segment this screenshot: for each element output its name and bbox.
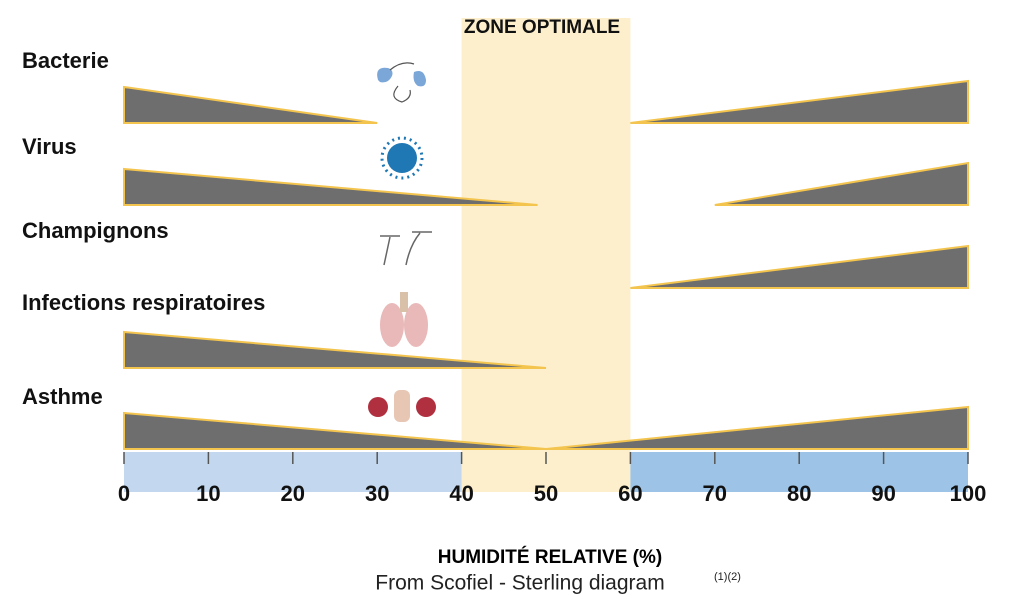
x-tick-label: 70 <box>703 481 727 506</box>
x-tick-label: 60 <box>618 481 642 506</box>
row-label: Virus <box>22 134 77 159</box>
x-tick-label: 80 <box>787 481 811 506</box>
icon-asthma <box>368 390 436 422</box>
x-tick-label: 50 <box>534 481 558 506</box>
row-label: Bacterie <box>22 48 109 73</box>
wedge-left <box>123 330 547 369</box>
x-tick-label: 100 <box>950 481 987 506</box>
source: From Scofiel - Sterling diagram <box>375 572 664 595</box>
x-tick-label: 20 <box>281 481 305 506</box>
wedge-right <box>630 244 969 289</box>
icon-bacteria <box>377 62 426 103</box>
x-tick-label: 40 <box>449 481 473 506</box>
wedge-left <box>123 167 538 206</box>
x-tick-label: 10 <box>196 481 220 506</box>
row-label: Champignons <box>22 218 169 243</box>
wedge-right <box>714 161 969 206</box>
row-label: Asthme <box>22 384 103 409</box>
optimal-zone <box>461 18 631 492</box>
wedge-left <box>123 85 378 124</box>
x-tick-label: 30 <box>365 481 389 506</box>
x-tick-label: 90 <box>871 481 895 506</box>
zone-label: ZONE OPTIMALE <box>464 17 620 38</box>
row-label: Infections respiratoires <box>22 290 265 315</box>
source-note: (1)(2) <box>714 571 741 583</box>
wedge-right <box>545 405 969 450</box>
wedge-right <box>630 79 969 124</box>
icon-fungi <box>380 231 432 266</box>
x-tick-label: 0 <box>118 481 130 506</box>
wedge-left <box>123 411 547 450</box>
x-axis-label: HUMIDITÉ RELATIVE (%) <box>438 546 662 568</box>
zone-layer <box>461 18 631 492</box>
icon-virus <box>380 136 424 180</box>
icon-lungs <box>380 292 428 347</box>
